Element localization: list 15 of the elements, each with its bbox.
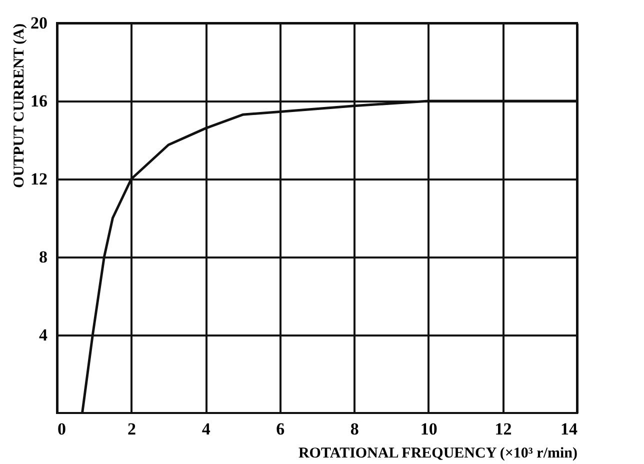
x-axis-title: ROTATIONAL FREQUENCY (×10³ r/min) [298, 446, 578, 462]
x-tick-label: 0 [58, 420, 66, 438]
y-tick-label: 8 [39, 248, 48, 266]
x-tick-label: 4 [202, 420, 211, 438]
x-tick-label: 2 [128, 420, 136, 438]
x-tick-label: 6 [276, 420, 285, 438]
x-tick-label: 10 [420, 420, 438, 438]
y-tick-label: 12 [30, 170, 48, 188]
x-tick-label: 12 [494, 420, 512, 438]
y-tick-label: 4 [39, 326, 48, 344]
y-tick-label: 16 [30, 92, 48, 110]
y-tick-label: 20 [30, 14, 48, 32]
x-tick-label: 14 [560, 420, 578, 438]
y-axis-title: OUTPUT CURRENT (A) [12, 24, 28, 188]
x-tick-label: 8 [350, 420, 359, 438]
